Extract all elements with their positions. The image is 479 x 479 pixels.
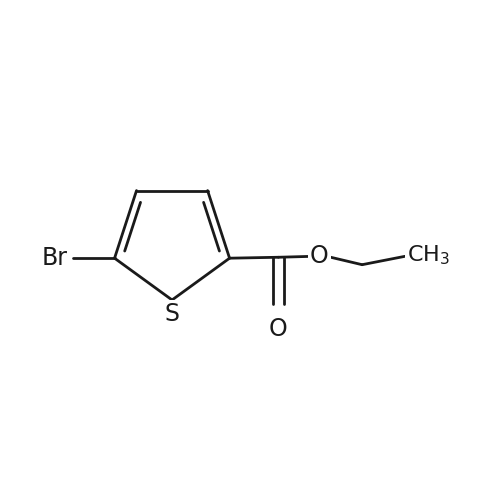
Text: O: O bbox=[269, 317, 288, 341]
Text: CH$_3$: CH$_3$ bbox=[407, 243, 450, 267]
Text: O: O bbox=[310, 244, 329, 268]
Text: Br: Br bbox=[42, 246, 68, 270]
Text: S: S bbox=[165, 302, 180, 326]
